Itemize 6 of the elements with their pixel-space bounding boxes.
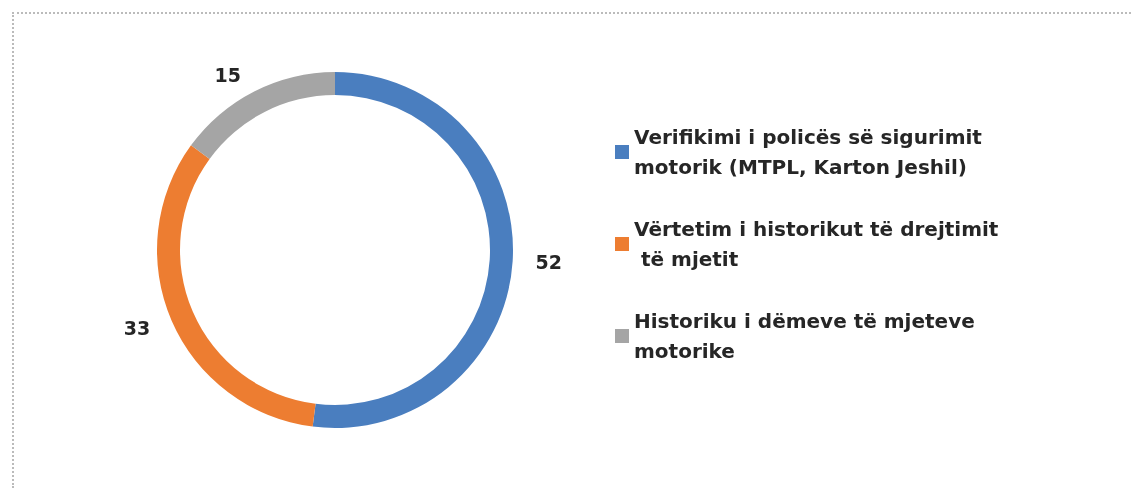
- data-label: 33: [123, 316, 151, 339]
- legend-label: Vërtetim i historikut të drejtimit të mjetit: [634, 217, 999, 271]
- legend-label: Verifikimi i policës së sigurimit motorik (MTPL, Karton Jeshil): [634, 125, 989, 179]
- legend-label: Historiku i dëmeve të mjeteve motorike: [634, 309, 982, 363]
- data-label: 15: [214, 64, 242, 87]
- data-label: 52: [535, 251, 563, 274]
